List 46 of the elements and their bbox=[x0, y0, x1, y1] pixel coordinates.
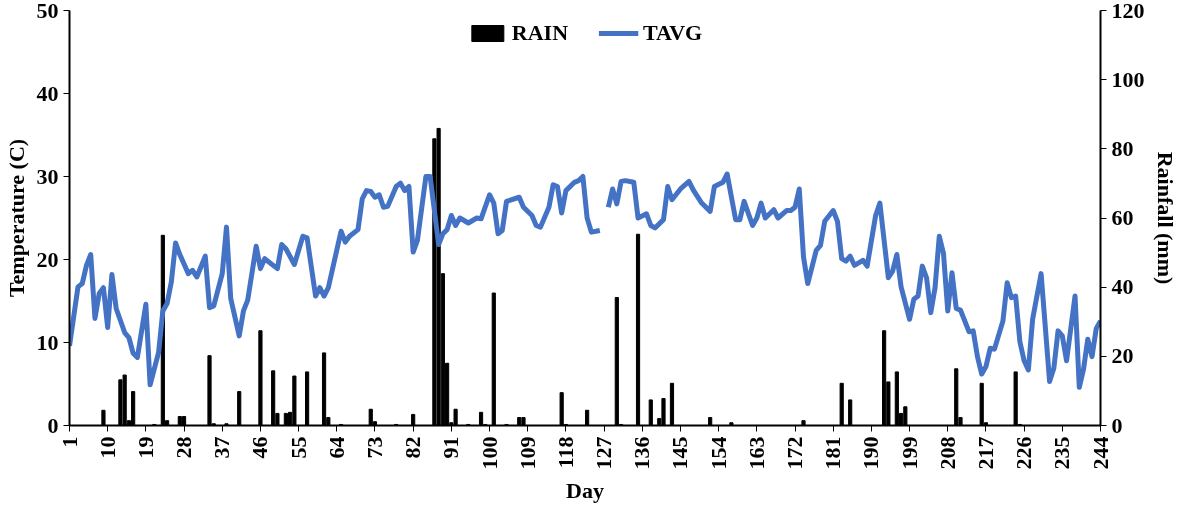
y2-axis-title: Rainfall (mm) bbox=[1152, 151, 1178, 285]
x-tick-label: 100 bbox=[476, 436, 502, 470]
x-tick-label: 181 bbox=[820, 436, 846, 470]
legend-label: TAVG bbox=[643, 20, 703, 46]
x-tick-label: 190 bbox=[858, 436, 884, 470]
x-tick-label: 73 bbox=[361, 436, 387, 459]
y-tick-label: 0 bbox=[47, 412, 59, 438]
x-tick-label: 208 bbox=[934, 436, 960, 470]
x-tick-label: 82 bbox=[400, 436, 426, 459]
x-tick-label: 19 bbox=[132, 436, 158, 459]
x-tick-label: 154 bbox=[705, 436, 731, 470]
x-tick-label: 10 bbox=[94, 436, 120, 459]
y2-tick-label: 100 bbox=[1111, 66, 1145, 92]
y2-tick-label: 60 bbox=[1111, 205, 1134, 230]
x-tick-label: 127 bbox=[591, 436, 617, 470]
y-tick-label: 30 bbox=[36, 163, 59, 189]
y2-tick-label: 20 bbox=[1111, 343, 1134, 369]
y2-tick-label: 120 bbox=[1111, 0, 1145, 23]
y-tick-label: 10 bbox=[36, 329, 59, 355]
x-tick-label: 109 bbox=[514, 436, 540, 470]
x-tick-label: 136 bbox=[629, 436, 655, 470]
x-tick-label: 91 bbox=[438, 436, 464, 459]
x-tick-label: 163 bbox=[743, 436, 769, 470]
y-tick-label: 40 bbox=[36, 80, 59, 106]
x-tick-label: 235 bbox=[1049, 436, 1075, 470]
x-tick-label: 244 bbox=[1087, 436, 1113, 470]
y-tick-label: 20 bbox=[36, 246, 59, 272]
x-tick-label: 37 bbox=[209, 436, 235, 459]
y2-tick-label: 80 bbox=[1111, 135, 1134, 161]
y2-tick-label: 40 bbox=[1111, 274, 1134, 300]
y-tick-label: 50 bbox=[36, 0, 59, 23]
x-tick-label: 1 bbox=[56, 436, 82, 448]
x-tick-label: 217 bbox=[972, 436, 998, 470]
x-tick-label: 199 bbox=[896, 436, 922, 470]
y2-tick-label: 0 bbox=[1111, 412, 1123, 438]
x-tick-label: 118 bbox=[552, 436, 578, 469]
x-tick-label: 172 bbox=[782, 436, 808, 470]
x-tick-label: 55 bbox=[285, 436, 311, 459]
x-tick-label: 64 bbox=[323, 436, 349, 459]
x-tick-label: 28 bbox=[171, 436, 197, 459]
y-axis-title: Temperature (C) bbox=[3, 138, 29, 298]
x-tick-label: 145 bbox=[667, 436, 693, 470]
x-tick-label: 46 bbox=[247, 436, 273, 459]
x-axis-title: Day bbox=[566, 477, 604, 503]
x-tick-label: 226 bbox=[1011, 436, 1037, 470]
legend-label: RAIN bbox=[511, 20, 569, 46]
